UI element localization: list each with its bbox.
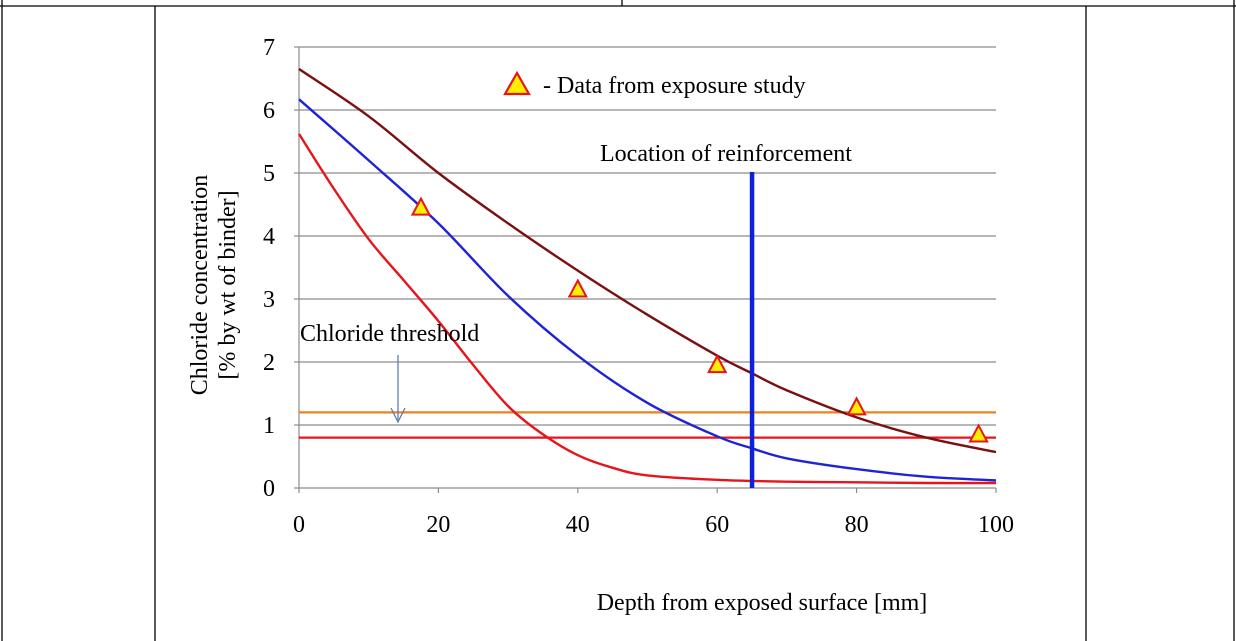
y-tick-label: 7	[263, 35, 275, 61]
y-axis-label: Chloride concentration	[187, 175, 213, 396]
legend: - Data from exposure study	[503, 70, 806, 99]
y-tick-label: 4	[263, 224, 275, 250]
data-point-marker	[846, 396, 867, 416]
y-tick-label: 3	[263, 287, 275, 313]
data-point-marker	[410, 196, 432, 216]
x-tick-label: 80	[845, 512, 869, 538]
x-axis-label: Depth from exposed surface [mm]	[597, 590, 928, 616]
series-line-1	[298, 68, 997, 454]
reinforcement-label: Location of reinforcement	[600, 141, 852, 167]
threshold-arrow	[390, 355, 406, 424]
legend-label: - Data from exposure study	[543, 73, 806, 99]
y-tick-label: 6	[263, 98, 275, 124]
x-tick-label: 40	[566, 512, 590, 538]
plot-area: 0 1 2 3 4 5 6 7 0 20 40 60 80 100	[263, 35, 1014, 538]
x-tick-label: 60	[705, 512, 729, 538]
series-line-3	[297, 133, 997, 485]
y-tick-label: 5	[263, 161, 275, 187]
x-tick-label: 100	[978, 512, 1014, 538]
data-point-marker	[567, 278, 588, 298]
legend-marker-icon	[503, 70, 531, 96]
y-axis-label-unit: [% by wt of binder]	[215, 190, 241, 379]
data-point-marker	[968, 423, 989, 443]
y-tick-label: 0	[263, 476, 275, 502]
x-tick-label: 20	[426, 512, 450, 538]
y-tick-label: 1	[263, 413, 275, 439]
y-tick-label: 2	[263, 350, 275, 376]
x-tick-label: 0	[293, 512, 305, 538]
threshold-label: Chloride threshold	[300, 321, 479, 347]
data-point-marker	[707, 354, 728, 374]
